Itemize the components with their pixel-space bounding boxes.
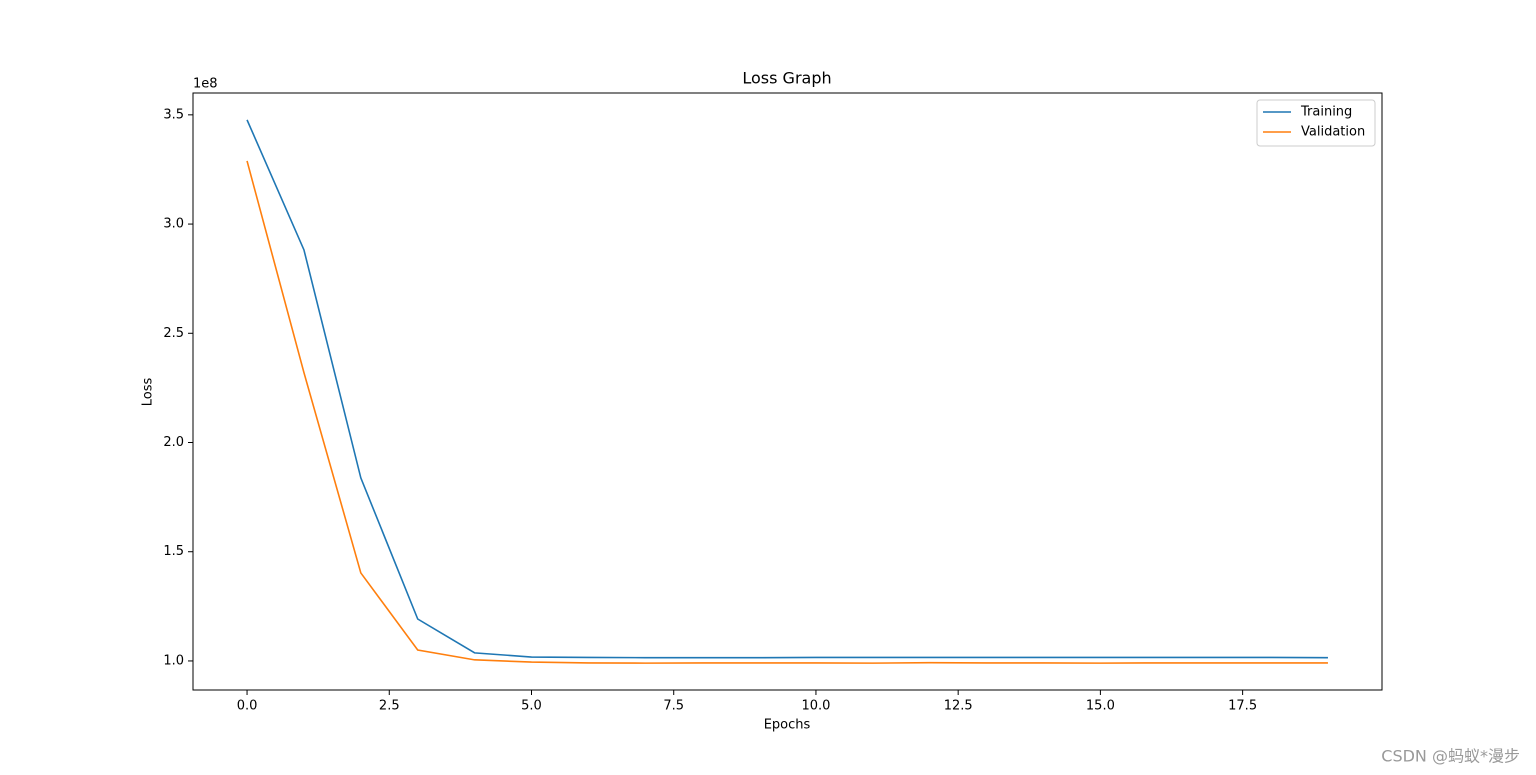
x-tick-label: 2.5: [379, 699, 400, 714]
y-tick-label: 1.5: [163, 544, 184, 559]
y-tick-label: 2.0: [163, 435, 184, 450]
watermark: CSDN @蚂蚁*漫步: [1381, 747, 1520, 766]
line-series: [246, 119, 1328, 659]
x-tick-label: 7.5: [663, 699, 684, 714]
y-tick-label: 3.5: [163, 107, 184, 122]
y-tick-label: 1.0: [163, 653, 184, 668]
x-tick-label: 5.0: [521, 699, 542, 714]
legend-label: Training: [1300, 105, 1352, 120]
line-series: [246, 160, 1328, 664]
x-tick-label: 10.0: [801, 699, 830, 714]
y-axis-label: Loss: [141, 378, 156, 407]
x-tick-label: 12.5: [944, 699, 973, 714]
legend-label: Validation: [1301, 125, 1365, 140]
x-tick-label: 0.0: [237, 699, 258, 714]
x-tick-label: 17.5: [1228, 699, 1257, 714]
plot-frame: [192, 92, 1383, 691]
x-tick-label: 15.0: [1086, 699, 1115, 714]
y-offset-label: 1e8: [193, 77, 218, 92]
x-axis-label: Epochs: [764, 718, 811, 733]
chart-title: Loss Graph: [742, 69, 831, 88]
y-tick-label: 3.0: [163, 217, 184, 232]
y-tick-label: 2.5: [163, 326, 184, 341]
